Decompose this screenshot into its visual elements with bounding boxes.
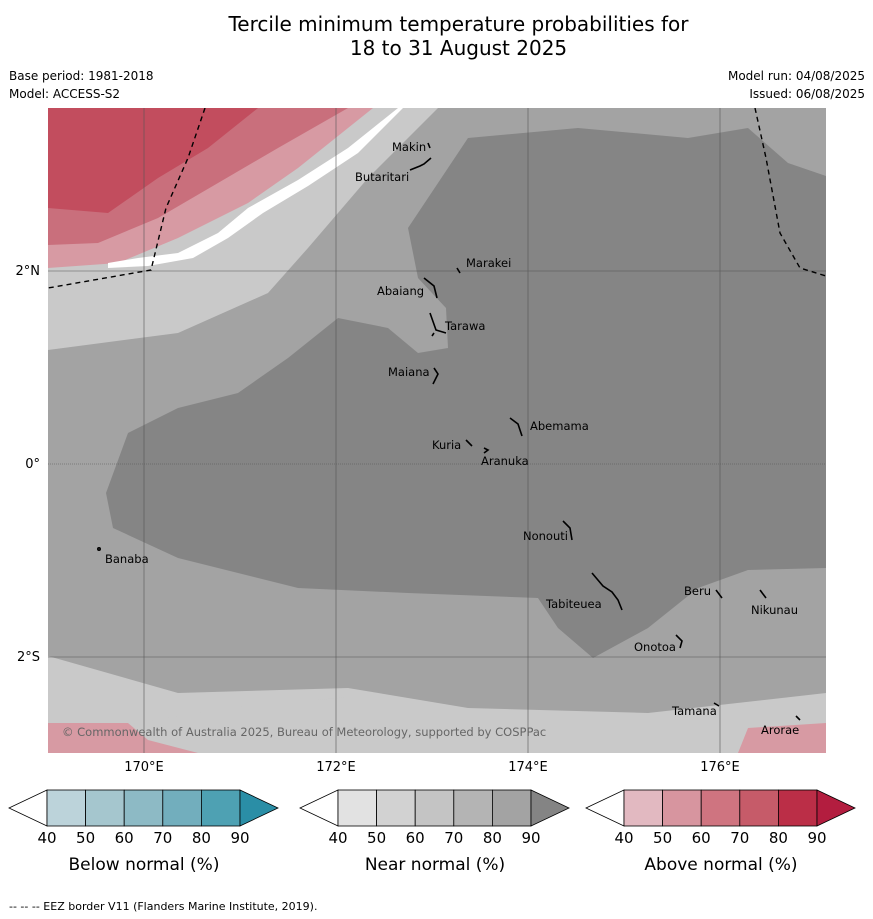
place-banaba: Banaba xyxy=(105,552,149,566)
lat-label-2s: 2°S xyxy=(16,650,40,665)
near-normal-80-region xyxy=(106,128,826,658)
colorbar-swatch xyxy=(662,789,702,827)
colorbar-above-normal xyxy=(585,789,856,827)
colorbar-tick-label: 90 xyxy=(807,829,827,847)
colorbar-swatch xyxy=(453,789,493,827)
lon-label-174e: 174°E xyxy=(508,760,548,775)
above-normal-bottom-right xyxy=(738,723,826,753)
colorbar-extend-low xyxy=(585,789,625,827)
colorbar-tick-label: 80 xyxy=(191,829,211,847)
map-title: Tercile minimum temperature probabilitie… xyxy=(0,12,873,60)
colorbar-extend-high xyxy=(816,789,856,827)
place-beru: Beru xyxy=(684,584,711,598)
model-run: Model run: 04/08/2025 xyxy=(727,69,865,83)
place-makin: Makin xyxy=(392,140,426,154)
colorbar-swatch xyxy=(123,789,164,827)
colorbar-tick-label: 60 xyxy=(114,829,134,847)
title-line-1: Tercile minimum temperature probabilitie… xyxy=(228,12,689,36)
eez-footnote: -- -- -- EEZ border V11 (Flanders Marine… xyxy=(9,900,318,913)
colorbar-swatch xyxy=(85,789,125,827)
colorbar-tick-label: 50 xyxy=(653,829,673,847)
colorbar-extend-high xyxy=(530,789,570,827)
colorbar-tick-label: 70 xyxy=(153,829,173,847)
lon-label-170e: 170°E xyxy=(124,760,164,775)
colorbar-label-above: Above normal (%) xyxy=(644,855,798,875)
model-name: Model: ACCESS-S2 xyxy=(9,87,121,101)
colorbar-swatch xyxy=(739,789,779,827)
colorbar-swatch xyxy=(700,789,741,827)
above-normal-bottom-left xyxy=(48,723,198,753)
colorbar-swatch xyxy=(46,789,86,827)
colorbar-tick-label: 40 xyxy=(37,829,57,847)
lat-label-2n: 2°N xyxy=(15,264,41,279)
islands xyxy=(96,142,801,721)
colorbar-swatch xyxy=(777,789,818,827)
graticule xyxy=(48,108,826,753)
place-tamana: Tamana xyxy=(671,704,717,718)
lon-label-176e: 176°E xyxy=(700,760,740,775)
place-labels: Makin Butaritari Marakei Abaiang Tarawa … xyxy=(105,140,799,737)
issued-date: Issued: 06/08/2025 xyxy=(749,87,865,101)
copyright-text: © Commonwealth of Australia 2025, Bureau… xyxy=(62,725,546,739)
colorbar-swatch xyxy=(162,789,202,827)
colorbar-below-normal xyxy=(8,789,279,827)
place-abemama: Abemama xyxy=(530,419,589,433)
eez-border xyxy=(48,108,826,289)
place-onotoa: Onotoa xyxy=(634,640,676,654)
colorbar-tick-label: 60 xyxy=(691,829,711,847)
lon-label-172e: 172°E xyxy=(316,760,356,775)
place-butaritari: Butaritari xyxy=(355,170,409,184)
place-nonouti: Nonouti xyxy=(523,529,568,543)
colorbar-swatch xyxy=(414,789,455,827)
colorbar-swatch xyxy=(623,789,663,827)
colorbar-tick-label: 80 xyxy=(482,829,502,847)
above-normal-70-region xyxy=(48,108,258,213)
place-tarawa: Tarawa xyxy=(444,319,485,333)
colorbar-extend-low xyxy=(299,789,339,827)
colorbar-tick-label: 50 xyxy=(367,829,387,847)
place-kuria: Kuria xyxy=(432,438,461,452)
colorbar-swatch xyxy=(200,789,241,827)
colorbar-swatch xyxy=(491,789,532,827)
place-nikunau: Nikunau xyxy=(751,603,798,617)
colorbar-tick-label: 80 xyxy=(768,829,788,847)
lat-label-0: 0° xyxy=(25,457,40,472)
colorbar-tick-label: 90 xyxy=(230,829,250,847)
colorbar-label-below: Below normal (%) xyxy=(68,855,220,875)
base-period: Base period: 1981-2018 xyxy=(9,69,154,83)
colorbar-tick-label: 70 xyxy=(730,829,750,847)
place-abaiang: Abaiang xyxy=(377,284,424,298)
map-panel: Makin Butaritari Marakei Abaiang Tarawa … xyxy=(48,108,826,753)
colorbar-tick-label: 60 xyxy=(405,829,425,847)
colorbar-swatch xyxy=(337,789,377,827)
place-aranuka: Aranuka xyxy=(481,454,529,468)
colorbar-label-near: Near normal (%) xyxy=(364,855,506,875)
colorbar-near-normal xyxy=(299,789,570,827)
colorbar-tick-label: 70 xyxy=(444,829,464,847)
colorbar-tick-label: 50 xyxy=(76,829,96,847)
colorbar-swatch xyxy=(376,789,416,827)
colorbar-extend-low xyxy=(8,789,48,827)
place-maiana: Maiana xyxy=(388,365,430,379)
place-marakei: Marakei xyxy=(466,256,511,270)
colorbar-tick-label: 40 xyxy=(614,829,634,847)
colorbar-extend-high xyxy=(239,789,279,827)
colorbar-tick-label: 40 xyxy=(328,829,348,847)
title-line-2: 18 to 31 August 2025 xyxy=(349,36,568,60)
place-arorae: Arorae xyxy=(761,723,799,737)
place-tabiteuea: Tabiteuea xyxy=(545,597,602,611)
colorbar-tick-label: 90 xyxy=(521,829,541,847)
